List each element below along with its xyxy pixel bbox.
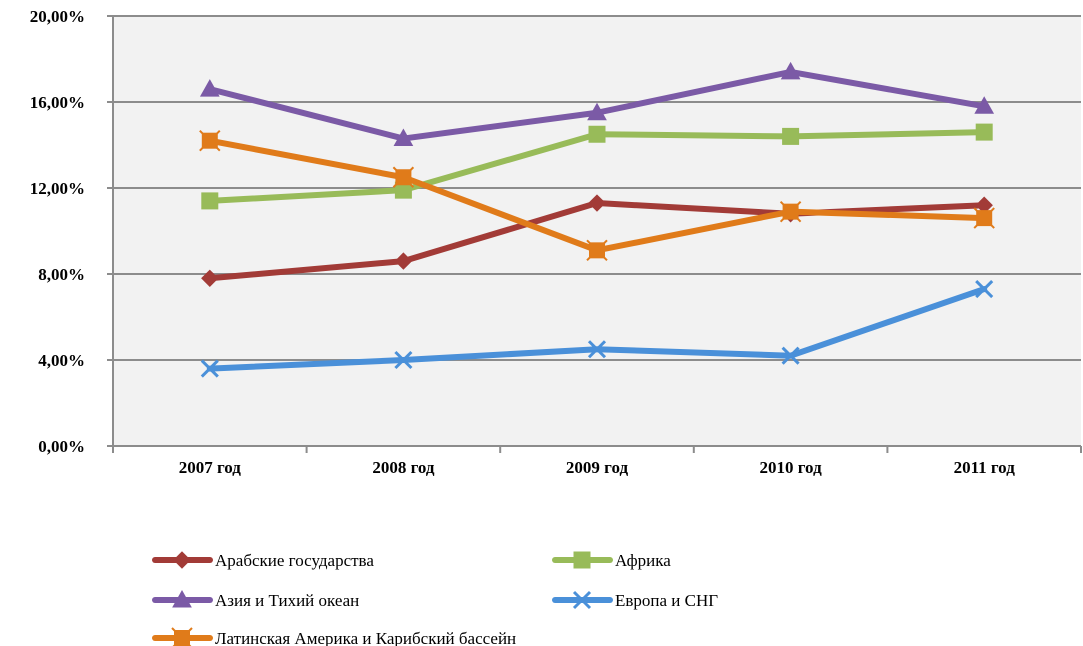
legend-label: Арабские государства — [215, 551, 374, 570]
y-tick-label: 16,00% — [30, 93, 85, 112]
legend-item: Арабские государства — [152, 551, 374, 570]
x-marker-stroke — [781, 346, 800, 365]
square-star-marker — [199, 129, 221, 152]
series-3 — [200, 279, 994, 378]
x-marker-stroke — [975, 279, 994, 299]
square-star-marker — [392, 166, 415, 188]
legend-item: Африка — [552, 551, 671, 570]
x-tick-label: 2007 год — [179, 458, 242, 477]
y-tick-label: 12,00% — [30, 179, 85, 198]
legend: Арабские государства Африка Азия и Тихий о… — [152, 551, 718, 646]
square-star-marker-stroke — [779, 200, 802, 223]
legend-label: Европа и СНГ — [615, 591, 718, 610]
square-star-marker-stroke — [172, 627, 193, 646]
triangle-marker — [974, 96, 995, 114]
axes: 0,00% 4,00% 8,00% 12,00% 16,00% 20,00% 2007 го… — [30, 7, 1082, 477]
x-marker-stroke — [200, 359, 219, 378]
square-star-marker-stroke — [392, 166, 415, 188]
x-marker-stroke — [587, 340, 607, 359]
x-marker — [572, 590, 592, 610]
diamond-marker — [394, 252, 413, 270]
square-marker — [588, 125, 606, 143]
plot-area — [113, 16, 1081, 446]
y-tick-label: 0,00% — [38, 437, 85, 456]
diamond-marker — [201, 269, 219, 288]
square-marker — [975, 123, 993, 141]
y-tick-label: 8,00% — [38, 265, 85, 284]
square-star-marker-stroke — [973, 207, 995, 229]
x-marker-stroke — [394, 350, 413, 370]
y-tick-label: 20,00% — [30, 7, 85, 26]
square-marker — [201, 192, 219, 210]
x-tick-label: 2008 год — [372, 458, 435, 477]
x-marker — [781, 346, 800, 365]
diamond-marker — [588, 194, 606, 212]
square-star-marker — [171, 627, 193, 646]
x-marker — [200, 359, 219, 378]
square-star-marker-stroke — [586, 239, 608, 262]
square-star-marker — [779, 200, 802, 223]
series-2 — [199, 61, 995, 147]
legend-label: Азия и Тихий океан — [215, 591, 359, 610]
x-marker-stroke — [572, 590, 592, 610]
square-marker — [573, 551, 591, 569]
square-star-marker — [586, 239, 608, 262]
y-tick-label: 4,00% — [38, 351, 85, 370]
x-tick-label: 2011 год — [954, 458, 1016, 477]
triangle-marker — [780, 61, 801, 80]
legend-item: Европа и СНГ — [552, 590, 718, 610]
series-4 — [199, 129, 995, 262]
legend-item: Азия и Тихий океан — [152, 589, 359, 610]
diamond-marker — [173, 551, 191, 569]
x-tick-label: 2009 год — [566, 458, 629, 477]
triangle-marker — [199, 79, 220, 97]
x-marker — [975, 279, 994, 299]
square-star-marker — [973, 207, 995, 229]
x-tick-label: 2010 год — [760, 458, 823, 477]
series-lines — [199, 61, 995, 378]
legend-label: Латинская Америка и Карибский бассейн — [215, 629, 516, 646]
square-star-marker-stroke — [199, 129, 221, 152]
x-marker — [394, 350, 413, 370]
legend-item: Латинская Америка и Карибский бассейн — [152, 627, 516, 646]
legend-label: Африка — [615, 551, 671, 570]
series-1 — [201, 123, 993, 210]
triangle-marker — [172, 589, 192, 608]
triangle-marker — [587, 102, 607, 121]
triangle-marker — [393, 128, 414, 147]
square-marker — [782, 127, 800, 145]
x-marker — [587, 340, 607, 359]
